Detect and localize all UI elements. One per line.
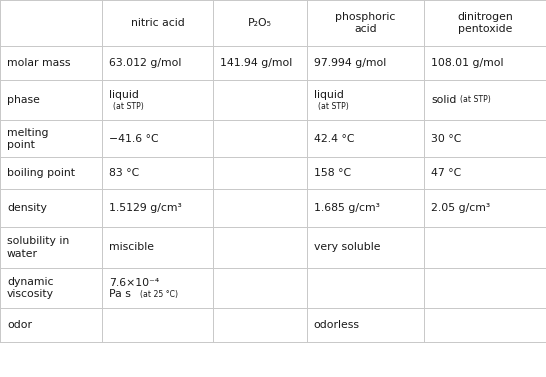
- Text: 63.012 g/mol: 63.012 g/mol: [109, 58, 181, 68]
- Text: P₂O₅: P₂O₅: [248, 18, 272, 28]
- Text: (at STP): (at STP): [113, 102, 144, 111]
- Text: liquid: liquid: [314, 90, 344, 100]
- Text: dinitrogen
pentoxide: dinitrogen pentoxide: [457, 12, 513, 34]
- Text: 7.6×10⁻⁴: 7.6×10⁻⁴: [109, 278, 159, 288]
- Text: liquid: liquid: [109, 90, 139, 100]
- Text: (at 25 °C): (at 25 °C): [140, 290, 178, 299]
- Text: 83 °C: 83 °C: [109, 168, 139, 178]
- Text: 97.994 g/mol: 97.994 g/mol: [314, 58, 386, 68]
- Text: 1.5129 g/cm³: 1.5129 g/cm³: [109, 203, 182, 213]
- Text: (at STP): (at STP): [318, 102, 348, 111]
- Text: 42.4 °C: 42.4 °C: [314, 134, 354, 144]
- Text: molar mass: molar mass: [7, 58, 70, 68]
- Text: phase: phase: [7, 95, 40, 105]
- Text: nitric acid: nitric acid: [130, 18, 185, 28]
- Text: 141.94 g/mol: 141.94 g/mol: [220, 58, 292, 68]
- Text: density: density: [7, 203, 47, 213]
- Text: 47 °C: 47 °C: [431, 168, 461, 178]
- Text: dynamic
viscosity: dynamic viscosity: [7, 277, 54, 299]
- Text: very soluble: very soluble: [314, 242, 381, 252]
- Text: solid: solid: [431, 95, 456, 105]
- Text: 158 °C: 158 °C: [314, 168, 351, 178]
- Text: odor: odor: [7, 320, 32, 330]
- Text: Pa s: Pa s: [109, 290, 131, 299]
- Text: miscible: miscible: [109, 242, 154, 252]
- Text: solubility in
water: solubility in water: [7, 236, 69, 259]
- Text: 1.685 g/cm³: 1.685 g/cm³: [314, 203, 379, 213]
- Text: (at STP): (at STP): [460, 95, 491, 104]
- Text: −41.6 °C: −41.6 °C: [109, 134, 159, 144]
- Text: phosphoric
acid: phosphoric acid: [335, 12, 396, 34]
- Text: odorless: odorless: [314, 320, 360, 330]
- Text: melting
point: melting point: [7, 127, 49, 150]
- Text: 2.05 g/cm³: 2.05 g/cm³: [431, 203, 490, 213]
- Text: 108.01 g/mol: 108.01 g/mol: [431, 58, 504, 68]
- Text: 30 °C: 30 °C: [431, 134, 461, 144]
- Text: boiling point: boiling point: [7, 168, 75, 178]
